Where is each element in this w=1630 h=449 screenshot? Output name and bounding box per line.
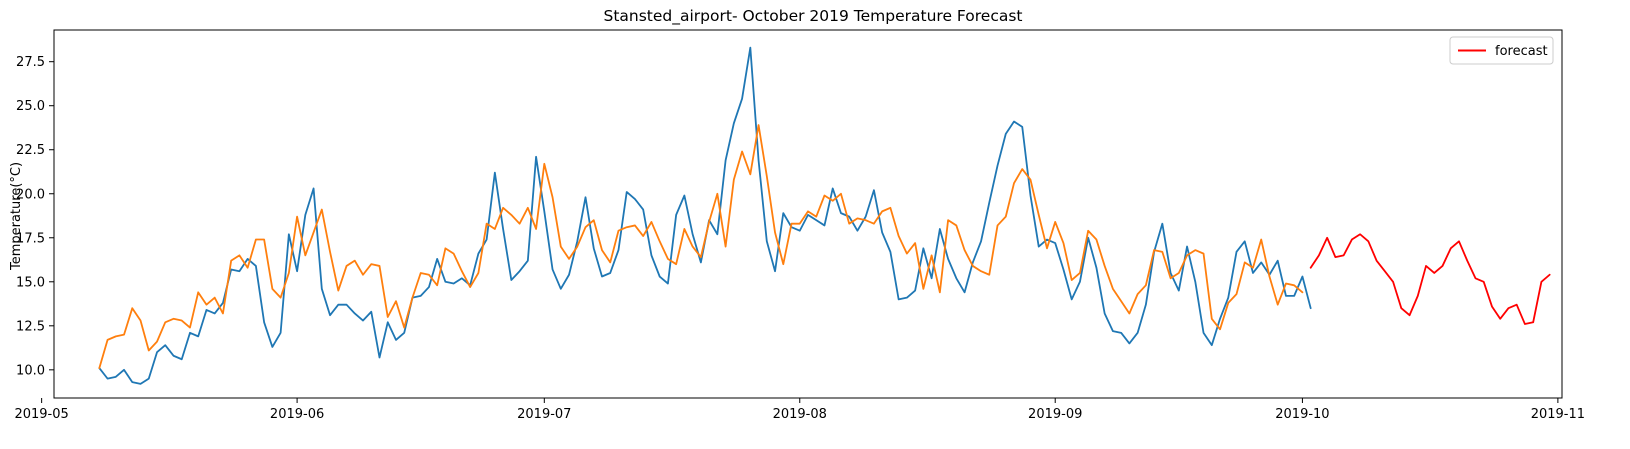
series-line-predicted xyxy=(98,124,1304,369)
chart-title: Stansted_airport- October 2019 Temperatu… xyxy=(603,7,1022,26)
y-tick-label: 15.0 xyxy=(16,275,45,290)
x-tick-label: 2019-05 xyxy=(14,407,68,422)
legend-label-forecast: forecast xyxy=(1495,44,1548,59)
legend: forecast xyxy=(1449,36,1554,65)
y-axis-label: Temperature(°C) xyxy=(9,162,24,271)
x-tick-label: 2019-06 xyxy=(270,407,324,422)
axes-frame xyxy=(53,29,1563,399)
y-tick-label: 10.0 xyxy=(16,363,45,378)
y-tick-label: 20.0 xyxy=(16,187,45,202)
x-tick-label: 2019-08 xyxy=(773,407,827,422)
x-tick-label: 2019-09 xyxy=(1028,407,1082,422)
x-tick-label: 2019-11 xyxy=(1531,407,1585,422)
y-tick-label: 12.5 xyxy=(16,319,45,334)
y-tick-label: 25.0 xyxy=(16,99,45,114)
plot-area: 2019-05 2019-06 2019-07 2019-08 2019-09 2019-… xyxy=(14,29,1585,422)
x-tick-label: 2019-07 xyxy=(517,407,571,422)
series-line-forecast xyxy=(1309,233,1551,325)
y-tick-label: 27.5 xyxy=(16,55,45,70)
y-tick-label: 22.5 xyxy=(16,143,45,158)
legend-box xyxy=(1449,36,1554,65)
x-tick-label: 2019-10 xyxy=(1275,407,1329,422)
y-tick-label: 17.5 xyxy=(16,231,45,246)
